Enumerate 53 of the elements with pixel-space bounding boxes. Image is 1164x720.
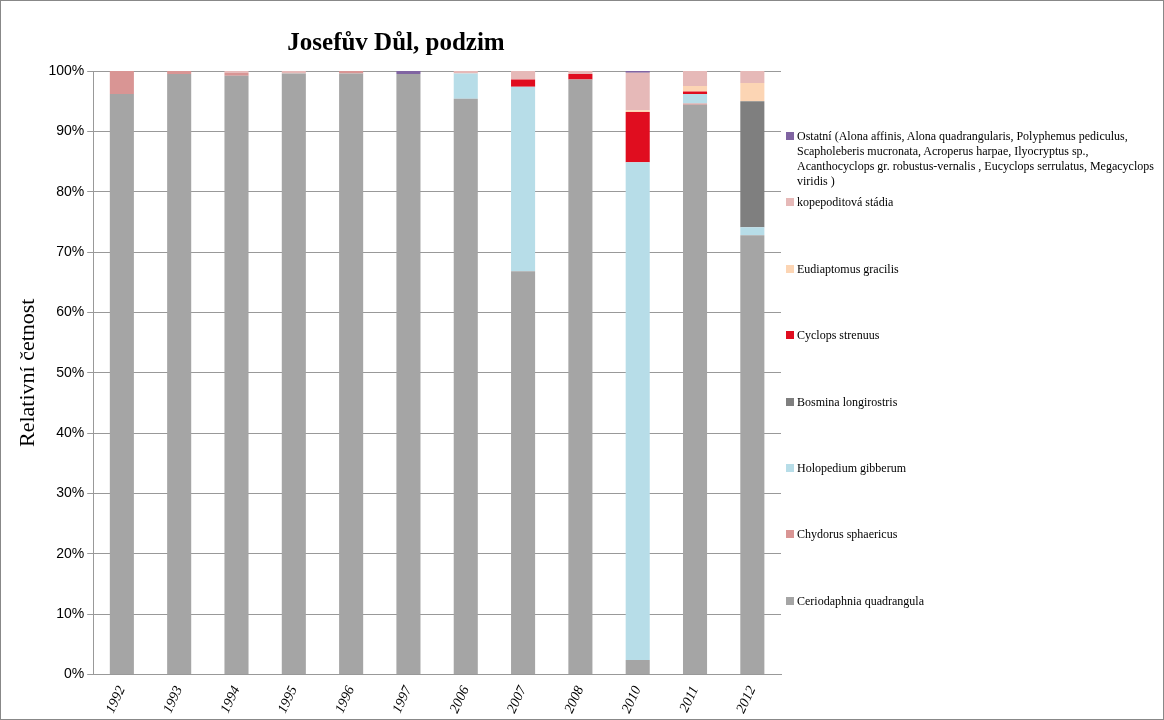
x-tick-label: 1993 xyxy=(159,683,186,716)
y-tick-label: 0% xyxy=(63,665,85,682)
x-tick-label: 2006 xyxy=(446,683,472,716)
x-tick-label: 2007 xyxy=(503,682,530,716)
y-tick-label: 10% xyxy=(56,605,85,622)
y-tick-label: 80% xyxy=(56,182,85,199)
bar xyxy=(167,71,192,75)
legend-label: Holopedium gibberum xyxy=(797,461,906,476)
legend-label: Chydorus sphaericus xyxy=(797,527,898,543)
bar xyxy=(511,86,536,272)
x-tick-label: 1997 xyxy=(389,682,415,716)
y-tick-label: 20% xyxy=(56,544,85,561)
x-tick-label: 2012 xyxy=(732,683,759,716)
bar xyxy=(511,79,536,87)
bar xyxy=(511,71,536,80)
bar xyxy=(740,71,765,84)
bar xyxy=(453,73,478,99)
x-tick-label: 2011 xyxy=(676,683,702,715)
bar xyxy=(568,74,593,80)
legend-label: Eudiaptomus gracilis xyxy=(797,261,899,277)
bar xyxy=(396,71,421,75)
x-tick-label: 1994 xyxy=(217,683,243,716)
x-tick-label: 1992 xyxy=(102,683,128,716)
x-tick-label: 2008 xyxy=(561,683,587,716)
x-tick-label: 1996 xyxy=(331,683,358,716)
y-tick-label: 30% xyxy=(56,484,85,501)
bar xyxy=(682,93,708,104)
x-tick-label: 2010 xyxy=(618,683,644,716)
bar xyxy=(740,83,765,102)
legend-label: Ceriodaphnia quadrangula xyxy=(797,593,924,609)
bar xyxy=(740,101,765,228)
legend-label: Cyclops strenuus xyxy=(797,328,880,344)
bar xyxy=(625,112,650,163)
bar xyxy=(625,72,650,111)
x-tick-label: 1995 xyxy=(274,683,300,716)
bar xyxy=(625,660,650,675)
legend-label: Ostatní (Alona affinis, Alona quadrangularis, Polyphemus pediculus, Scapholeberis mucronata, Acroperus harpae, Ilyocryptus sp., Acanthocyclops gr. robustus-vernalis , Eucyclops serrulatus, Megacyclops viridis ) xyxy=(797,129,1155,189)
y-tick-label: 70% xyxy=(56,242,85,259)
y-tick-label: 100% xyxy=(48,61,85,78)
bar xyxy=(682,86,708,92)
y-tick-label: 40% xyxy=(56,423,85,440)
chart-title: Josefův Důl, podzim xyxy=(287,28,505,56)
bar xyxy=(109,71,134,94)
bar xyxy=(568,71,593,75)
y-tick-label: 60% xyxy=(56,303,85,320)
bar xyxy=(740,227,765,236)
legend-label: kopepoditová stádia xyxy=(797,195,894,211)
y-tick-label: 90% xyxy=(56,122,85,139)
y-axis-title: Relativní četnost xyxy=(13,298,39,447)
legend-label: Bosmina longirostris xyxy=(797,394,898,410)
bar xyxy=(682,71,708,87)
bar xyxy=(625,162,650,661)
y-tick-label: 50% xyxy=(56,363,85,380)
